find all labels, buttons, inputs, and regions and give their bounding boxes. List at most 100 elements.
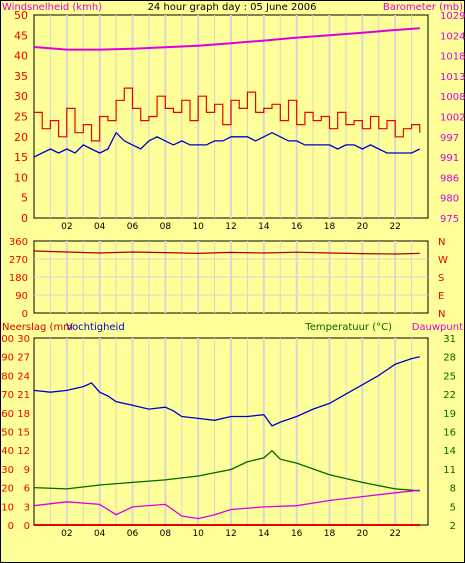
x-tick-label: 02	[61, 529, 72, 539]
temperature-tick-label: 22	[443, 390, 456, 401]
temperature-tick-label: 31	[443, 334, 456, 345]
rain-tick-label: 12	[17, 446, 30, 457]
wind-tick-label: 25	[14, 111, 28, 124]
barometer-tick-label: 997	[440, 133, 459, 144]
x-tick-label: 12	[225, 529, 236, 539]
x-tick-label: 18	[324, 529, 336, 539]
rain-tick-label: 3	[24, 502, 30, 513]
humidity-tick-label: 100	[0, 334, 14, 345]
wind-barometer-lines	[33, 27, 421, 158]
x-tick-label: 22	[389, 222, 400, 232]
x-tick-label: 14	[258, 529, 270, 539]
barometer-tick-label: 986	[440, 173, 459, 184]
wind-tick-label: 45	[14, 29, 28, 42]
wind-tick-label: 30	[14, 90, 28, 103]
hour-ticks: 02 04 06 08 10 12 14 16 18 20 22	[61, 222, 401, 232]
wind-tick-label: 15	[14, 151, 28, 164]
rain-tick-label: 18	[17, 409, 30, 420]
temperature-tick-label: 8	[450, 484, 456, 495]
panel-grid	[34, 241, 428, 313]
temperature-tick-label: 25	[443, 371, 456, 382]
humidity-tick-label: 0	[8, 521, 14, 532]
humidity-tick-label: 80	[1, 371, 14, 382]
compass-tick-label: S	[438, 273, 444, 284]
wind-tick-label: 10	[14, 171, 28, 184]
rain-humidity-temperature-lines	[33, 356, 420, 526]
humidity-tick-label: 40	[1, 446, 14, 457]
direction-tick-label: 0	[22, 309, 28, 320]
rain-tick-label: 21	[17, 390, 30, 401]
x-tick-label: 20	[357, 222, 369, 232]
temperature-tick-label: 2	[450, 521, 456, 532]
hour-ticks: 02 04 06 08 10 12 14 16 18 20 22	[61, 529, 401, 539]
temperature-tick-label: 28	[443, 353, 456, 364]
temperature-tick-label: 5	[450, 502, 456, 513]
humidity-tick-label: 70	[1, 390, 14, 401]
barometer-axis-label: Barometer (mb)	[383, 2, 463, 13]
barometer-tick-label: 1013	[440, 72, 465, 83]
x-tick-label: 04	[94, 529, 106, 539]
barometer-tick-label: 975	[440, 214, 459, 225]
barometer-tick-label: 991	[440, 153, 459, 164]
direction-tick-label: 180	[9, 273, 28, 284]
direction-line	[33, 250, 420, 255]
barometer-tick-label: 1008	[440, 92, 465, 103]
barometer-tick-label: 980	[440, 194, 459, 205]
x-tick-label: 04	[94, 222, 106, 232]
wind-tick-label: 35	[14, 70, 28, 83]
wind-axis-label: Windsnelheid (kmh)	[2, 2, 102, 13]
temperature-tick-label: 16	[443, 428, 456, 439]
compass-tick-label: N	[438, 309, 445, 320]
barometer-tick-label: 1024	[440, 31, 465, 42]
x-tick-label: 06	[127, 222, 139, 232]
x-tick-label: 06	[127, 529, 139, 539]
humidity-line	[33, 356, 420, 427]
rain-humidity-temperature-panel: 1009080706050403020100 30272421181512963…	[0, 334, 456, 539]
compass-tick-label: W	[438, 255, 448, 266]
temperature-tick-label: 11	[443, 465, 456, 476]
barometer-tick-label: 1018	[440, 52, 465, 63]
temperature-axis-label: Temperatuur (°C)	[304, 322, 392, 333]
direction-tick-label: 360	[9, 237, 28, 248]
barometer-ticks: 1029 1024 1018 1013 1008 1002 997 991 986 980 975	[440, 11, 465, 225]
wind-tick-label: 40	[14, 50, 28, 63]
rain-tick-label: 6	[24, 484, 30, 495]
x-tick-label: 10	[192, 529, 204, 539]
barometer-line	[33, 27, 420, 51]
rain-axis-label: Neerslag (mm	[2, 322, 73, 333]
x-tick-label: 12	[225, 222, 236, 232]
wind-tick-label: 5	[21, 192, 28, 205]
barometer-tick-label: 1029	[440, 11, 465, 22]
compass-tick-label: E	[438, 291, 444, 302]
x-tick-label: 08	[160, 529, 172, 539]
humidity-tick-label: 90	[1, 353, 14, 364]
humidity-axis-label: Vochtigheid	[66, 322, 125, 333]
temperature-tick-label: 14	[443, 446, 456, 457]
x-tick-label: 10	[192, 222, 204, 232]
wind-tick-label: 0	[21, 212, 28, 225]
humidity-ticks: 1009080706050403020100	[0, 334, 14, 532]
compass-tick-label: N	[438, 237, 445, 248]
x-tick-label: 14	[258, 222, 270, 232]
rain-tick-label: 24	[17, 371, 30, 382]
rain-tick-label: 27	[17, 353, 30, 364]
x-tick-label: 22	[389, 529, 400, 539]
temperature-tick-label: 19	[443, 409, 456, 420]
temperature-ticks: 31 28 25 22 19 16 14 11 8 5 2	[443, 334, 456, 532]
direction-ticks: 360 270 180 90 0	[9, 237, 28, 320]
x-tick-label: 08	[160, 222, 172, 232]
rain-tick-label: 0	[24, 521, 30, 532]
panel-grid	[49, 338, 413, 525]
wind-line	[33, 131, 421, 158]
direction-tick-label: 90	[15, 291, 28, 302]
x-tick-label: 16	[291, 529, 303, 539]
rain-tick-label: 9	[24, 465, 30, 476]
x-tick-label: 02	[61, 222, 72, 232]
humidity-tick-label: 10	[1, 502, 14, 513]
humidity-tick-label: 50	[1, 428, 14, 439]
x-tick-label: 18	[324, 222, 336, 232]
